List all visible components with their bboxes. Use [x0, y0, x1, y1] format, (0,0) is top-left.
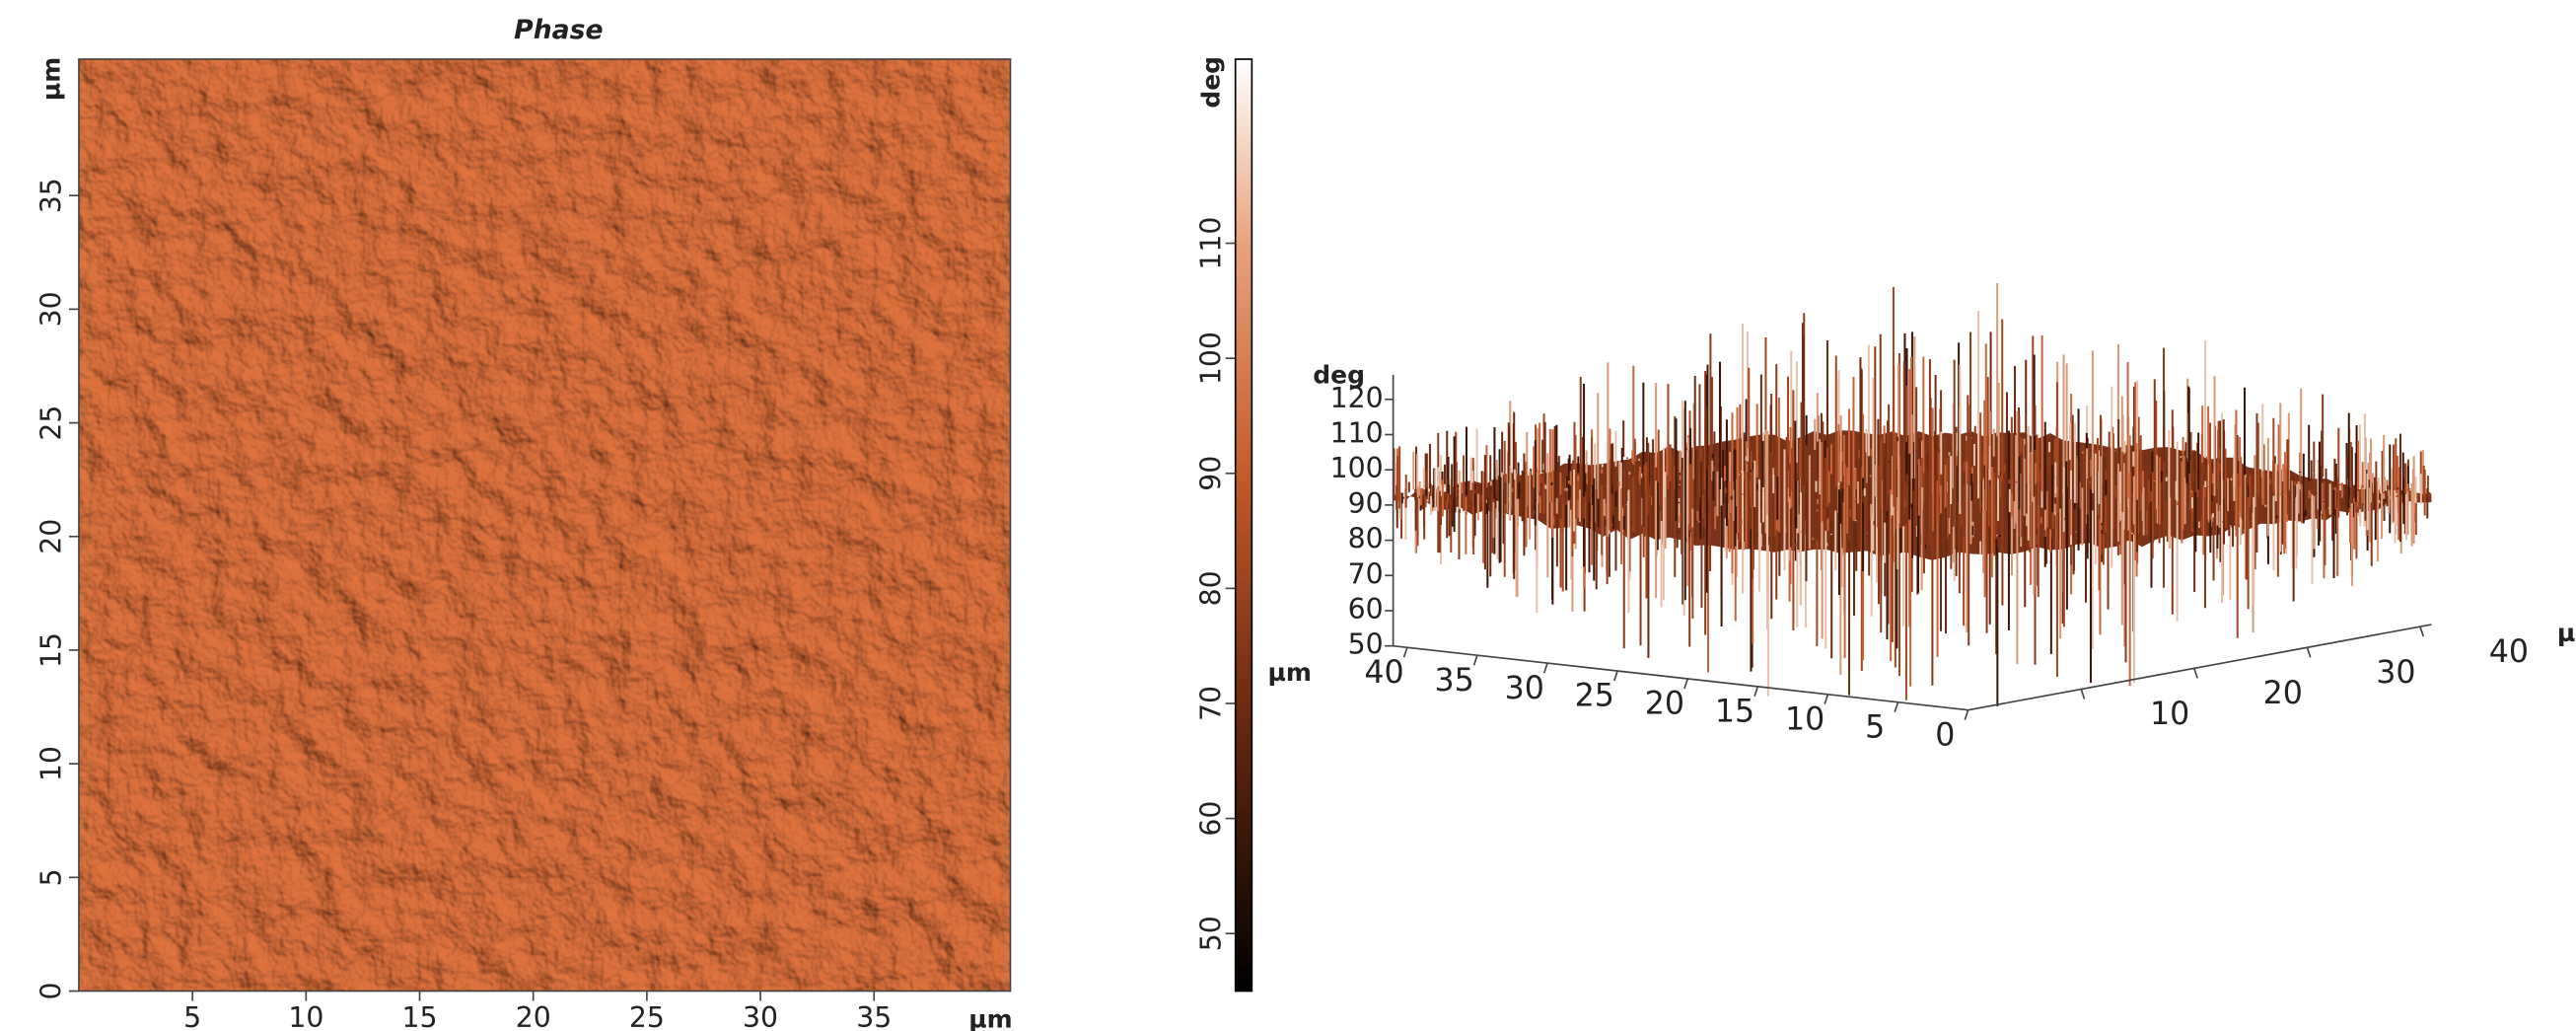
surface-plot: [1393, 282, 2432, 706]
colorbar-tick-label: 70: [1194, 686, 1227, 721]
z-tick-label: 110: [1330, 417, 1384, 450]
x-tick-3d: [1824, 694, 1829, 705]
y-tick-3d: [2193, 668, 2198, 679]
z-tick-label: 60: [1348, 593, 1384, 626]
y-tick-label: 25: [35, 405, 67, 441]
x-tick-3d: [1753, 686, 1759, 698]
x-tick-3d: [1894, 701, 1899, 712]
z-tick-label: 100: [1330, 452, 1384, 484]
colorbar-tick-label: 60: [1194, 801, 1227, 837]
colorbar-tick-label: 90: [1194, 456, 1227, 491]
x-tick-label-3d: 10: [1785, 701, 1825, 737]
x-tick-label-3d: 35: [1434, 663, 1473, 699]
x-tick-label: 15: [402, 1001, 438, 1031]
y-tick-3d: [2080, 689, 2086, 700]
colorbar-tick-label: 50: [1194, 916, 1227, 951]
z-tick-label: 50: [1348, 628, 1384, 661]
x-tick-label-3d: 25: [1575, 679, 1614, 714]
y-tick-label-3d: 20: [2263, 676, 2303, 711]
y-axis-label-3d: µ: [2557, 619, 2575, 647]
x-axis-label-3d: µm: [1267, 658, 1311, 687]
x-tick-label-3d: 5: [1865, 709, 1885, 745]
chart-title: Phase: [514, 15, 603, 45]
colorbar-tick-label: 110: [1194, 217, 1227, 270]
z-tick-label: 70: [1348, 557, 1384, 590]
x-tick-label-3d: 30: [1505, 671, 1544, 706]
x-tick-label: 25: [629, 1001, 665, 1031]
image-frame: [78, 58, 1012, 993]
x-tick-label-3d: 0: [1935, 717, 1955, 753]
y-tick-label: 35: [35, 178, 67, 213]
x-tick-label: 10: [288, 1001, 323, 1031]
y-tick-label-3d: 10: [2150, 697, 2189, 732]
x-tick-3d: [1472, 654, 1478, 666]
x-tick-3d: [1613, 670, 1618, 682]
colorbar-tick-label: 100: [1194, 331, 1227, 385]
y-tick-label-3d: 30: [2376, 655, 2415, 691]
y-axis-label: µm: [36, 57, 65, 101]
y-tick-label: 20: [35, 519, 67, 554]
z-tick-label: 120: [1330, 382, 1384, 414]
x-tick-label: 20: [516, 1001, 551, 1031]
colorbar: [1234, 58, 1253, 993]
y-tick-label: 15: [35, 632, 67, 668]
z-axis-label: deg: [1313, 360, 1365, 389]
x-axis-3d: [1393, 644, 1968, 711]
colorbar-label: deg: [1196, 56, 1225, 109]
colorbar-tick-label: 80: [1194, 570, 1227, 606]
y-tick-label: 10: [35, 746, 67, 781]
x-tick-3d: [1683, 678, 1689, 690]
x-tick-label-3d: 15: [1715, 695, 1754, 730]
z-tick-label: 80: [1348, 523, 1384, 555]
x-tick-label: 35: [856, 1001, 892, 1031]
x-tick-3d: [1402, 647, 1408, 658]
x-tick-label: 30: [743, 1001, 778, 1031]
y-tick-label: 0: [35, 982, 67, 999]
z-tick-label: 90: [1348, 487, 1384, 520]
phase-image: [78, 58, 1011, 992]
y-tick-3d: [2306, 647, 2312, 658]
y-tick-label-3d: 40: [2489, 634, 2529, 670]
x-tick-label-3d: 40: [1364, 655, 1403, 691]
x-tick-label-3d: 20: [1645, 687, 1684, 722]
y-tick-label: 5: [35, 868, 67, 886]
y-axis-3d: [1968, 624, 2432, 711]
x-tick-label: 5: [183, 1001, 201, 1031]
x-tick-3d: [1542, 662, 1548, 674]
y-tick-3d: [2419, 626, 2425, 637]
x-tick-3d: [1964, 709, 1969, 720]
x-axis-label: µm: [968, 1004, 1012, 1031]
y-tick-label: 30: [35, 291, 67, 327]
